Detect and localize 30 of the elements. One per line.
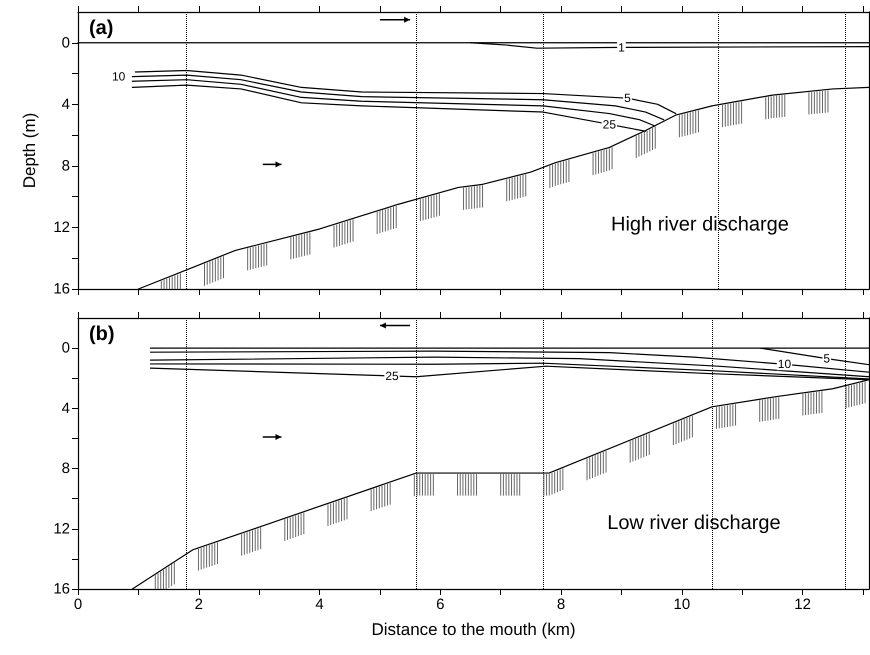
y-tick-label: 12	[53, 218, 70, 236]
series-label: 25	[602, 117, 616, 132]
series-label: 5	[823, 352, 830, 366]
x-tick-label: 6	[436, 596, 444, 613]
series-label: 1	[618, 40, 626, 54]
y-tick-label: 8	[62, 460, 70, 478]
y-tick-label: 4	[62, 400, 70, 417]
y-tick-label: 0	[62, 34, 70, 52]
y-tick-label: 16	[53, 580, 70, 598]
annotation: Low river discharge	[607, 512, 781, 534]
y-tick-label: 16	[53, 280, 70, 298]
x-tick-label: 0	[74, 596, 82, 613]
y-tick-label: 0	[62, 340, 70, 357]
series-label: 10	[112, 70, 126, 84]
y-tick-label: 8	[62, 157, 70, 174]
y-tick-label: 4	[62, 96, 70, 113]
chart-title: (a)	[89, 17, 114, 39]
series-label: 25	[385, 368, 399, 383]
x-tick-label: 2	[194, 596, 203, 613]
series-label: 5	[624, 91, 632, 106]
x-tick-label: 8	[556, 596, 566, 613]
y-tick-label: 12	[53, 520, 70, 538]
x-axis-title: Distance to the mouth (km)	[371, 620, 576, 639]
chart-title: (b)	[89, 323, 115, 345]
y-axis-title: Depth (m)	[20, 112, 39, 188]
series-label: 10	[778, 357, 792, 372]
x-tick-label: 4	[315, 596, 324, 613]
annotation: High river discharge	[611, 213, 789, 236]
x-tick-label: 10	[673, 596, 690, 613]
x-tick-label: 12	[794, 596, 811, 613]
